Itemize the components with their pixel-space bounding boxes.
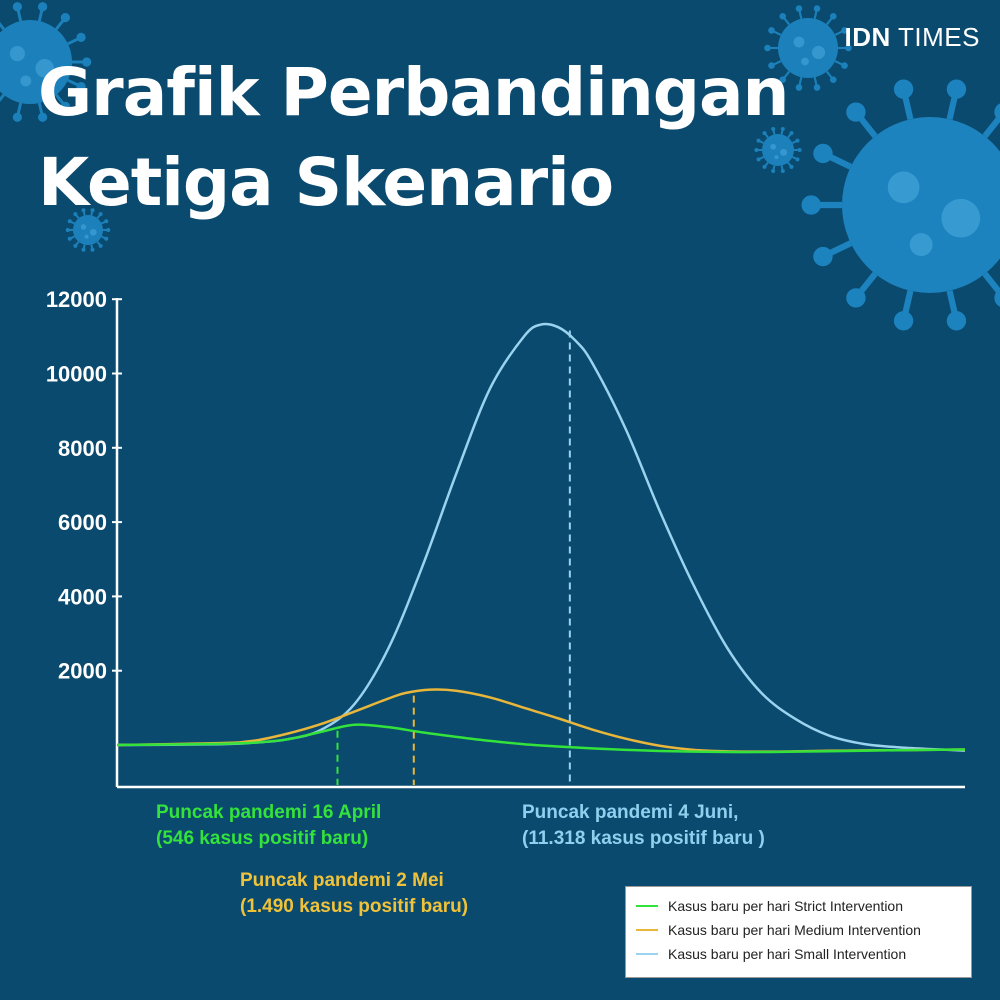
legend-item-strict: Kasus baru per hari Strict Intervention [636, 898, 903, 914]
annotation-small-line1: Puncak pandemi 4 Juni, [522, 802, 739, 823]
virus-icon-small-left [65, 208, 111, 252]
series-line-strict [116, 723, 966, 754]
title-line-1: Grafik Perbandingan [38, 54, 790, 131]
brand-logo: IDN TIMES [845, 22, 981, 53]
legend-swatch-small [636, 953, 658, 955]
annotation-small-peak: Puncak pandemi 4 Juni, (11.318 kasus pos… [522, 800, 765, 852]
virus-icon-large-right [801, 79, 1000, 331]
page-title: Grafik Perbandingan Ketiga Skenario [38, 48, 790, 228]
legend-item-medium: Kasus baru per hari Medium Intervention [636, 922, 921, 938]
annotation-medium-line1: Puncak pandemi 2 Mei [240, 870, 444, 891]
y-tick-label-8000: 8000 [58, 436, 107, 461]
legend-label-medium: Kasus baru per hari Medium Intervention [668, 922, 921, 938]
legend-swatch-strict [636, 905, 658, 907]
brand-bold: IDN [844, 22, 891, 52]
legend-swatch-medium [636, 929, 658, 931]
y-tick-label-10000: 10000 [46, 362, 107, 387]
legend-item-small: Kasus baru per hari Small Intervention [636, 946, 906, 962]
legend-label-strict: Kasus baru per hari Strict Intervention [668, 898, 904, 914]
y-tick-label-12000: 12000 [46, 287, 107, 312]
annotation-strict-line1: Puncak pandemi 16 April [156, 802, 382, 823]
title-line-2: Ketiga Skenario [38, 144, 614, 221]
y-tick-label-4000: 4000 [58, 584, 107, 609]
annotation-small-line2: (11.318 kasus positif baru ) [522, 828, 765, 849]
virus-icon-small-right [754, 126, 802, 174]
legend-label-small: Kasus baru per hari Small Intervention [668, 946, 907, 962]
annotation-medium-line2: (1.490 kasus positif baru) [240, 896, 469, 917]
y-tick-label-2000: 2000 [58, 659, 107, 684]
annotation-medium-peak: Puncak pandemi 2 Mei (1.490 kasus positi… [240, 868, 468, 920]
virus-icon-top-left [0, 2, 92, 122]
series-line-small [116, 322, 966, 752]
annotation-strict-line2: (546 kasus positif baru) [156, 828, 369, 849]
annotation-strict-peak: Puncak pandemi 16 April (546 kasus posit… [156, 800, 381, 852]
virus-icon-top-right [764, 5, 852, 91]
chart-legend: Kasus baru per hari Strict Intervention … [625, 886, 972, 978]
brand-rest: TIMES [898, 22, 980, 52]
y-tick-label-6000: 6000 [58, 510, 107, 535]
